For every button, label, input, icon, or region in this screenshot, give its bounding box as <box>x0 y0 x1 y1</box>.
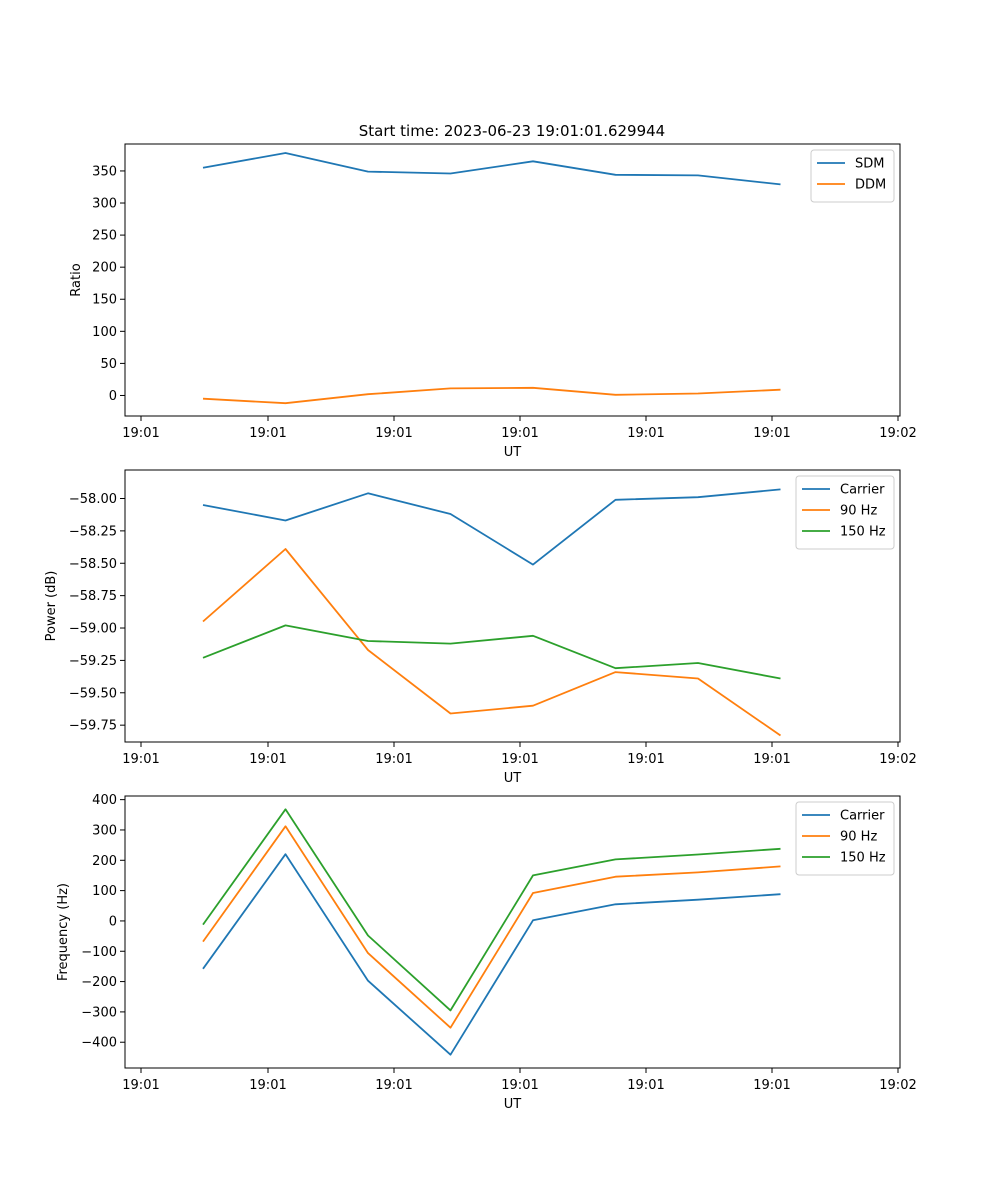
y-tick-label: 0 <box>109 914 117 929</box>
legend: SDM DDM <box>810 149 895 203</box>
series-line-90-hz <box>202 548 782 737</box>
y-tick-label: 250 <box>92 229 117 244</box>
figure-title: Start time: 2023-06-23 19:01:01.629944 <box>359 122 665 140</box>
x-tick-label: 19:02 <box>879 1078 916 1093</box>
y-tick-label: 300 <box>92 823 117 838</box>
y-tick-label: 400 <box>92 793 117 808</box>
y-tick-label: −58.50 <box>69 557 117 572</box>
legend: Carrier 90 Hz 150 Hz <box>795 801 895 876</box>
y-tick-label: −59.75 <box>69 719 117 734</box>
y-tick-label: −58.25 <box>69 524 117 539</box>
y-tick-label: −59.50 <box>69 686 117 701</box>
y-tick-label: −200 <box>81 975 117 990</box>
series-line-carrier <box>202 488 781 566</box>
plots: 19:01 19:01 19:01 19:01 19:01 19:01 19:02 0 50 10… <box>44 143 917 1112</box>
series-line-150-hz <box>202 624 781 680</box>
series-line-150-hz <box>202 808 781 1012</box>
series-line-ddm <box>202 386 781 405</box>
y-tick-label: −59.25 <box>69 654 117 669</box>
legend: Carrier 90 Hz 150 Hz <box>795 475 895 550</box>
x-tick-label: 19:01 <box>375 752 412 767</box>
y-tick-label: 350 <box>92 164 117 179</box>
plot-2-frame <box>124 469 901 743</box>
legend-entry: 90 Hz <box>840 830 877 845</box>
series-line-sdm <box>202 152 781 186</box>
plot-1-frame <box>124 143 901 417</box>
x-axis-label: UT <box>504 1097 522 1112</box>
y-tick-label: 200 <box>92 261 117 276</box>
x-tick-label: 19:01 <box>249 426 286 441</box>
x-tick-label: 19:01 <box>627 1078 664 1093</box>
legend-entry: Carrier <box>840 809 885 824</box>
y-tick-label: 100 <box>92 325 117 340</box>
plot-3: 19:01 19:01 19:01 19:01 19:01 19:01 19:02 −400 −… <box>56 793 917 1112</box>
x-tick-label: 19:01 <box>375 426 412 441</box>
x-tick-label: 19:01 <box>122 1078 159 1093</box>
x-tick-label: 19:01 <box>753 1078 790 1093</box>
y-tick-label: −300 <box>81 1005 117 1020</box>
plot-2: 19:01 19:01 19:01 19:01 19:01 19:01 19:02 −59.7… <box>44 469 917 786</box>
legend-entry: 90 Hz <box>840 504 877 519</box>
y-tick-label: −58.00 <box>69 492 117 507</box>
x-tick-label: 19:01 <box>627 752 664 767</box>
x-tick-label: 19:01 <box>375 1078 412 1093</box>
x-tick-label: 19:01 <box>753 426 790 441</box>
y-tick-label: 50 <box>100 357 117 372</box>
x-tick-label: 19:01 <box>627 426 664 441</box>
legend-entry: 150 Hz <box>840 851 886 866</box>
plot-3-frame <box>124 795 901 1069</box>
x-axis-label: UT <box>504 771 522 786</box>
y-tick-label: 300 <box>92 197 117 212</box>
x-tick-label: 19:01 <box>249 1078 286 1093</box>
legend-entry: DDM <box>855 178 886 193</box>
x-axis-label: UT <box>504 445 522 460</box>
x-tick-label: 19:01 <box>122 752 159 767</box>
y-tick-label: −100 <box>81 945 117 960</box>
series-line-carrier <box>202 853 781 1056</box>
y-tick-label: 150 <box>92 293 117 308</box>
y-axis-label: Frequency (Hz) <box>56 883 71 981</box>
x-tick-label: 19:01 <box>501 752 538 767</box>
y-tick-label: 0 <box>109 389 117 404</box>
x-tick-label: 19:01 <box>501 426 538 441</box>
x-tick-label: 19:01 <box>501 1078 538 1093</box>
x-tick-label: 19:02 <box>879 426 916 441</box>
y-tick-label: −59.00 <box>69 622 117 637</box>
x-tick-label: 19:01 <box>249 752 286 767</box>
y-axis-label: Ratio <box>69 263 84 296</box>
series-line-90-hz <box>202 825 781 1029</box>
plot-1: 19:01 19:01 19:01 19:01 19:01 19:01 19:02 0 50 10… <box>69 143 917 460</box>
legend-entry: 150 Hz <box>840 525 886 540</box>
y-tick-label: −58.75 <box>69 589 117 604</box>
legend-entry: SDM <box>855 157 884 172</box>
x-tick-label: 19:01 <box>122 426 159 441</box>
x-tick-label: 19:02 <box>879 752 916 767</box>
x-tick-label: 19:01 <box>753 752 790 767</box>
y-tick-label: −400 <box>81 1036 117 1051</box>
y-axis-label: Power (dB) <box>44 571 59 642</box>
legend-entry: Carrier <box>840 483 885 498</box>
y-tick-label: 200 <box>92 854 117 869</box>
y-tick-label: 100 <box>92 884 117 899</box>
